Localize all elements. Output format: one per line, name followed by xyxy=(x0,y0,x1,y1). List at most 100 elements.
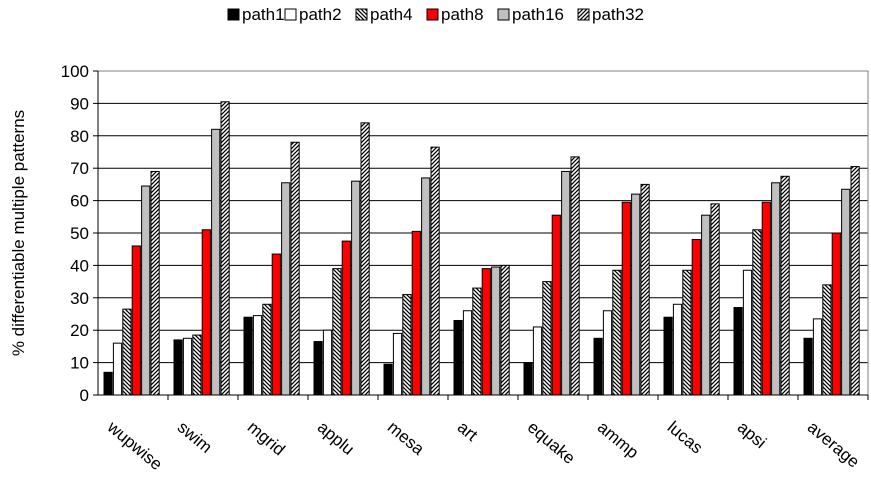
x-tick-label: applu xyxy=(314,418,358,459)
bar-path2-mesa xyxy=(392,332,403,396)
y-tick-label: 40 xyxy=(70,256,89,275)
bar-path4-mgrid xyxy=(262,303,272,396)
bar-path1-equake xyxy=(523,362,533,396)
bar-path2-art xyxy=(462,310,473,396)
y-tick-label: 70 xyxy=(70,159,89,178)
bar-path2-swim xyxy=(182,337,193,396)
bar-path8-wupwise xyxy=(131,245,141,396)
legend-swatch xyxy=(577,8,590,21)
y-tick-label: 30 xyxy=(70,289,89,308)
legend-item-path16: path16 xyxy=(497,5,564,24)
bar-path16-swim xyxy=(211,128,221,396)
y-tick-label: 0 xyxy=(80,386,89,405)
bar-path4-mesa xyxy=(402,294,412,396)
legend-label: path4 xyxy=(370,5,413,24)
bar-path1-apsi xyxy=(733,307,743,396)
bar-path32-mgrid xyxy=(290,141,300,396)
bar-path4-apsi xyxy=(752,229,762,396)
x-tick-label: equake xyxy=(524,418,579,468)
bar-path4-wupwise xyxy=(122,308,132,396)
bar-path2-average xyxy=(812,318,823,396)
bar-path1-ammp xyxy=(593,337,603,396)
bar-path16-ammp xyxy=(631,193,641,396)
x-axis: wupwise swim mgrid applu mesa art equake ammp lu… xyxy=(98,394,869,474)
legend-item-path2: path2 xyxy=(284,5,342,24)
bar-path16-lucas xyxy=(701,214,711,396)
bar-path4-equake xyxy=(542,281,552,396)
bar-path1-applu xyxy=(313,341,323,396)
bar-path2-mgrid xyxy=(252,315,263,396)
legend-item-path8: path8 xyxy=(426,5,484,24)
bar-path8-apsi xyxy=(761,201,771,396)
bar-path16-equake xyxy=(561,170,571,396)
legend-label: path32 xyxy=(592,5,644,24)
bar-path4-swim xyxy=(192,334,202,396)
x-tick-label: average xyxy=(804,418,863,472)
bar-path8-swim xyxy=(201,229,211,396)
bar-path32-lucas xyxy=(710,203,720,396)
bar-path2-applu xyxy=(322,329,333,396)
x-tick-label: wupwise xyxy=(103,417,166,474)
bar-path8-art xyxy=(481,268,491,396)
legend-item-path4: path4 xyxy=(355,5,413,24)
y-axis-title: % differentiable multiple patterns xyxy=(9,110,28,356)
x-tick-label: lucas xyxy=(664,418,707,458)
legend-swatch xyxy=(426,8,439,21)
bar-path2-ammp xyxy=(602,310,613,396)
bar-path32-wupwise xyxy=(150,170,160,396)
legend-label: path2 xyxy=(299,5,342,24)
x-tick-label: mgrid xyxy=(244,418,289,460)
bar-path1-lucas xyxy=(663,316,673,396)
bar-path16-apsi xyxy=(771,182,781,396)
bar-path2-wupwise xyxy=(112,342,123,396)
bar-path8-lucas xyxy=(691,238,701,396)
bar-path4-ammp xyxy=(612,269,622,396)
y-tick-label: 10 xyxy=(70,354,89,373)
y-tick-label: 90 xyxy=(70,94,89,113)
bar-path16-applu xyxy=(351,180,361,396)
bar-path16-art xyxy=(491,266,501,396)
bar-path32-apsi xyxy=(780,175,790,396)
x-tick-label: mesa xyxy=(384,418,428,460)
legend-item-path32: path32 xyxy=(577,5,644,24)
bar-path32-ammp xyxy=(640,183,650,396)
legend-label: path16 xyxy=(512,5,564,24)
y-tick-label: 60 xyxy=(70,192,89,211)
bar-path4-applu xyxy=(332,268,342,396)
bar-path2-lucas xyxy=(672,303,683,396)
bar-path1-mesa xyxy=(383,363,393,396)
y-tick-label: 50 xyxy=(70,224,89,243)
y-tick-label: 20 xyxy=(70,321,89,340)
legend-label: path1 xyxy=(242,5,285,24)
legend: path1 path2 path4 path8 path16 path32 xyxy=(227,5,644,24)
bar-path1-average xyxy=(803,337,813,396)
bar-path8-equake xyxy=(551,214,561,396)
bar-path2-equake xyxy=(532,326,543,396)
x-tick-label: ammp xyxy=(594,418,642,463)
legend-swatch xyxy=(497,8,510,21)
bar-path16-wupwise xyxy=(141,185,151,396)
bar-path16-mesa xyxy=(421,177,431,396)
x-tick-label: swim xyxy=(174,418,216,457)
legend-swatch xyxy=(355,8,368,21)
legend-swatch xyxy=(284,8,297,21)
bar-path32-applu xyxy=(360,122,370,396)
bar-path8-average xyxy=(831,232,841,396)
y-tick-label: 80 xyxy=(70,127,89,146)
bar-path8-ammp xyxy=(621,201,631,396)
bar-path32-average xyxy=(850,166,860,396)
x-tick-label: apsi xyxy=(734,418,770,453)
bar-path4-average xyxy=(822,284,832,396)
y-tick-label: 100 xyxy=(61,62,89,81)
bar-path16-mgrid xyxy=(281,182,291,396)
bar-path4-lucas xyxy=(682,269,692,396)
y-axis: 0 10 20 30 40 50 60 70 80 90 100 xyxy=(61,62,99,405)
bar-path1-mgrid xyxy=(243,316,253,396)
bar-path2-apsi xyxy=(742,269,753,396)
bar-path32-swim xyxy=(220,101,230,396)
legend-label: path8 xyxy=(441,5,484,24)
bar-path4-art xyxy=(472,287,482,396)
x-tick-label: art xyxy=(454,418,482,445)
